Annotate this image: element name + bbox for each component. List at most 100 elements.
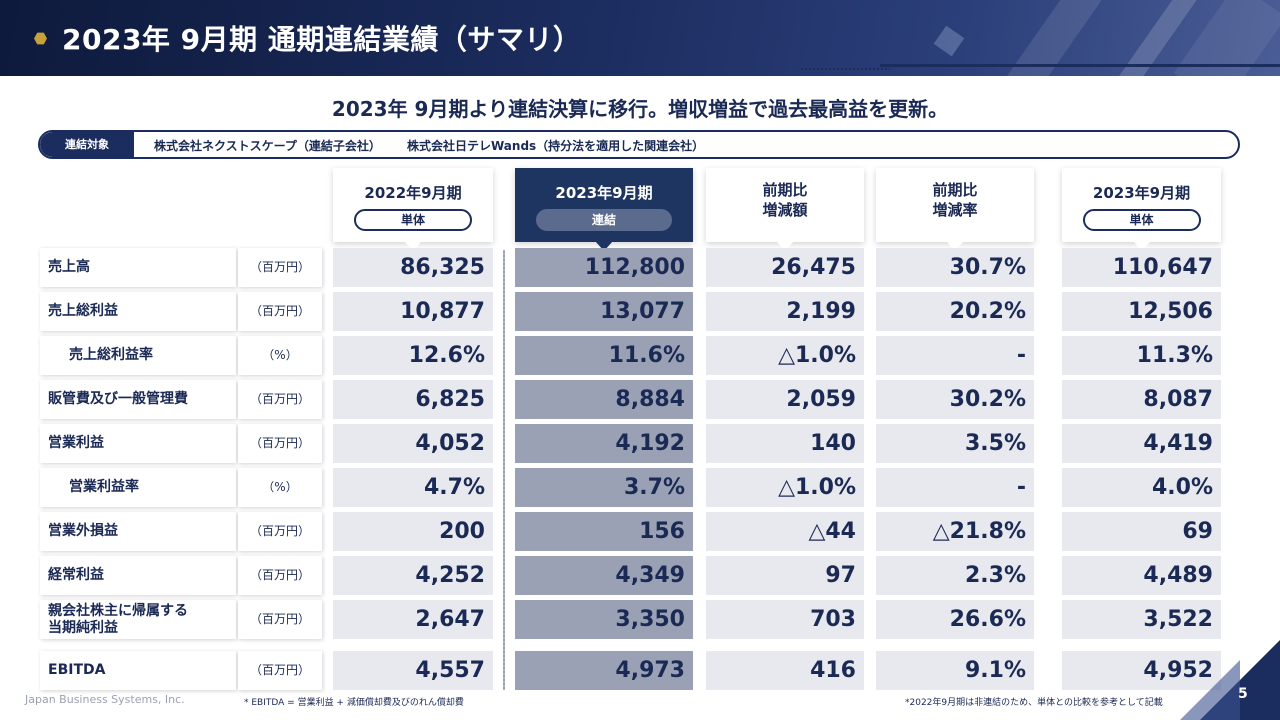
value-cell-yoy-change-amount: △44 [706, 512, 864, 551]
slide-subtitle: 2023年 9月期より連結決算に移行。増収増益で過去最高益を更新。 [331, 97, 949, 121]
column-title: 2022年9月期 [364, 184, 462, 202]
value-cell-yoy-change-rate: 3.5% [876, 424, 1034, 463]
hexagon-bullet-icon [34, 32, 47, 45]
row-label: 売上総利益率 [40, 336, 236, 375]
header-pointer [776, 241, 794, 251]
value-cell-fy2023-consolidated: 13,077 [515, 292, 693, 331]
column-badge: 単体 [1082, 209, 1201, 231]
value-cell-fy2023-standalone: 4,952 [1062, 651, 1221, 690]
consolidation-scope-bar: 連結対象 株式会社ネクストスケープ（連結子会社） 株式会社日テレWands（持分… [38, 130, 1240, 159]
ebitda-note: * EBITDA = 営業利益 + 減価償却費及びのれん償却費 [244, 698, 464, 708]
value-cell-fy2022-standalone: 2,647 [333, 600, 493, 639]
value-cell-yoy-change-rate: 30.2% [876, 380, 1034, 419]
row-unit: （百万円） [238, 292, 322, 331]
value-cell-fy2023-consolidated: 4,192 [515, 424, 693, 463]
value-cell-yoy-change-amount: △1.0% [706, 468, 864, 507]
value-cell-yoy-change-rate: 26.6% [876, 600, 1034, 639]
value-cell-fy2023-standalone: 8,087 [1062, 380, 1221, 419]
value-cell-yoy-change-amount: 26,475 [706, 248, 864, 287]
value-cell-fy2023-consolidated: 3.7% [515, 468, 693, 507]
column-header-fy2022-standalone: 2022年9月期単体 [333, 168, 493, 251]
header-pointer [946, 241, 964, 251]
value-cell-fy2023-standalone: 69 [1062, 512, 1221, 551]
column-badge: 連結 [536, 209, 672, 231]
row-label: EBITDA [40, 651, 236, 690]
value-cell-fy2023-standalone: 11.3% [1062, 336, 1221, 375]
value-cell-yoy-change-rate: 30.7% [876, 248, 1034, 287]
row-label: 売上総利益 [40, 292, 236, 331]
value-cell-yoy-change-rate: - [876, 468, 1034, 507]
row-label: 売上高 [40, 248, 236, 287]
value-cell-yoy-change-rate: - [876, 336, 1034, 375]
row-unit: （百万円） [238, 600, 322, 639]
value-cell-yoy-change-amount: 97 [706, 556, 864, 595]
column-header-fy2023-standalone: 2023年9月期単体 [1062, 168, 1221, 251]
scope-company-1: 株式会社ネクストスケープ（連結子会社） [154, 139, 381, 153]
row-unit: （百万円） [238, 651, 322, 690]
value-cell-fy2022-standalone: 4,252 [333, 556, 493, 595]
value-cell-fy2023-consolidated: 112,800 [515, 248, 693, 287]
value-cell-fy2023-standalone: 110,647 [1062, 248, 1221, 287]
header-pointer [1132, 241, 1151, 251]
value-cell-yoy-change-amount: 416 [706, 651, 864, 690]
value-cell-fy2023-standalone: 3,522 [1062, 600, 1221, 639]
column-title: 2023年9月期 [1092, 184, 1191, 202]
header-pointer [595, 241, 613, 251]
column-badge: 単体 [354, 209, 472, 231]
row-unit: （百万円） [238, 512, 322, 551]
value-cell-fy2022-standalone: 10,877 [333, 292, 493, 331]
row-unit: （%） [238, 468, 322, 507]
page-number: 5 [1238, 686, 1248, 702]
value-cell-fy2022-standalone: 6,825 [333, 380, 493, 419]
row-label: 営業利益 [40, 424, 236, 463]
row-unit: （百万円） [238, 380, 322, 419]
scope-company-2: 株式会社日テレWands（持分法を適用した関連会社） [407, 139, 705, 153]
row-unit: （百万円） [238, 556, 322, 595]
value-cell-fy2022-standalone: 200 [333, 512, 493, 551]
value-cell-fy2022-standalone: 4,557 [333, 651, 493, 690]
row-label: 営業利益率 [40, 468, 236, 507]
company-name: Japan Business Systems, Inc. [25, 693, 185, 706]
value-cell-fy2023-consolidated: 4,973 [515, 651, 693, 690]
column-separator [503, 250, 505, 690]
value-cell-fy2023-consolidated: 4,349 [515, 556, 693, 595]
value-cell-yoy-change-amount: 2,199 [706, 292, 864, 331]
header-pointer [404, 241, 422, 251]
row-label: 親会社株主に帰属する 当期純利益 [40, 600, 236, 639]
row-unit: （%） [238, 336, 322, 375]
value-cell-yoy-change-amount: 140 [706, 424, 864, 463]
row-label: 営業外損益 [40, 512, 236, 551]
column-header-fy2023-consolidated: 2023年9月期連結 [515, 168, 693, 251]
row-unit: （百万円） [238, 424, 322, 463]
value-cell-fy2023-standalone: 4,489 [1062, 556, 1221, 595]
value-cell-fy2023-consolidated: 3,350 [515, 600, 693, 639]
value-cell-yoy-change-rate: 20.2% [876, 292, 1034, 331]
title-banner: 2023年 9月期 通期連結業績（サマリ） [0, 0, 1280, 76]
row-label: 販管費及び一般管理費 [40, 380, 236, 419]
value-cell-yoy-change-amount: 703 [706, 600, 864, 639]
value-cell-fy2023-consolidated: 11.6% [515, 336, 693, 375]
column-title: 2023年9月期 [555, 184, 653, 202]
row-label: 経常利益 [40, 556, 236, 595]
value-cell-yoy-change-amount: 2,059 [706, 380, 864, 419]
value-cell-yoy-change-amount: △1.0% [706, 336, 864, 375]
value-cell-yoy-change-rate: 9.1% [876, 651, 1034, 690]
value-cell-fy2022-standalone: 4.7% [333, 468, 493, 507]
column-header-yoy-change-rate: 前期比 増減率 [876, 168, 1034, 251]
value-cell-fy2023-consolidated: 156 [515, 512, 693, 551]
value-cell-fy2023-consolidated: 8,884 [515, 380, 693, 419]
scope-tag: 連結対象 [40, 132, 134, 157]
value-cell-fy2023-standalone: 4.0% [1062, 468, 1221, 507]
value-cell-fy2023-standalone: 12,506 [1062, 292, 1221, 331]
value-cell-fy2022-standalone: 4,052 [333, 424, 493, 463]
value-cell-fy2023-standalone: 4,419 [1062, 424, 1221, 463]
row-unit: （百万円） [238, 248, 322, 287]
value-cell-yoy-change-rate: △21.8% [876, 512, 1034, 551]
value-cell-yoy-change-rate: 2.3% [876, 556, 1034, 595]
slide-title: 2023年 9月期 通期連結業績（サマリ） [62, 23, 582, 56]
value-cell-fy2022-standalone: 12.6% [333, 336, 493, 375]
header-rule [800, 64, 1280, 74]
column-header-yoy-change-amount: 前期比 増減額 [706, 168, 864, 251]
comparison-note: *2022年9月期は非連結のため、単体との比較を参考として記載 [905, 698, 1163, 708]
banner-decoration [933, 25, 965, 57]
